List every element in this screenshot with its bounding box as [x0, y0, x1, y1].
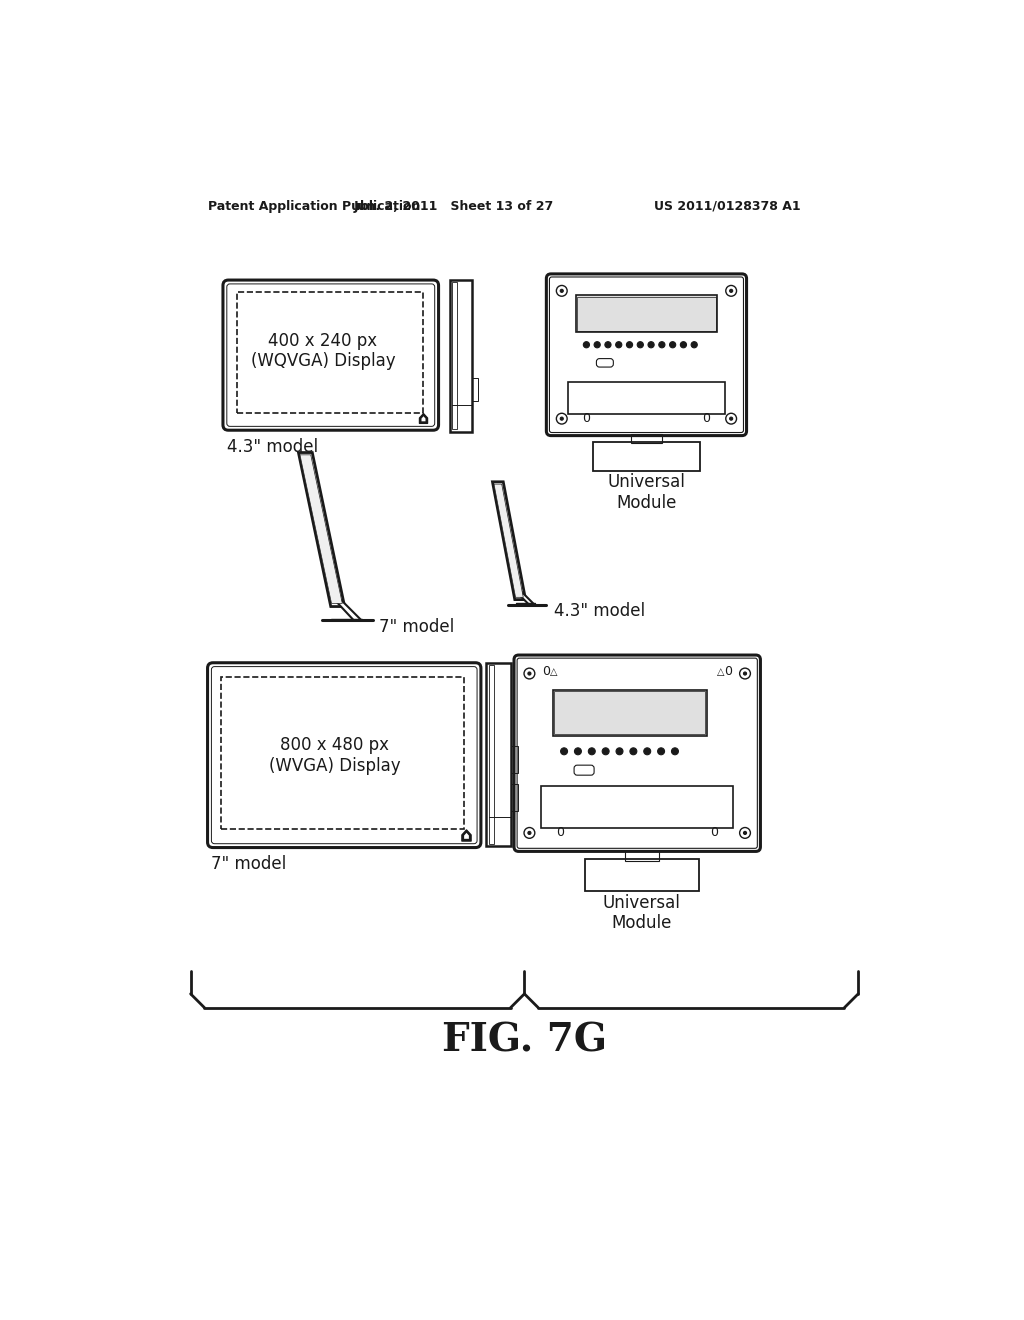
Circle shape	[528, 672, 531, 675]
Bar	[541, 785, 733, 829]
Bar	[451, 280, 472, 432]
Bar	[237, 293, 423, 413]
Circle shape	[528, 832, 531, 834]
Bar	[568, 381, 725, 414]
Circle shape	[560, 417, 563, 420]
Circle shape	[672, 748, 679, 755]
Text: Universal
Module: Universal Module	[607, 473, 685, 512]
Circle shape	[584, 342, 590, 348]
Text: 7" model: 7" model	[211, 855, 287, 874]
Bar	[486, 663, 511, 846]
Text: 0: 0	[724, 665, 732, 678]
Circle shape	[560, 289, 563, 293]
Bar	[453, 282, 457, 429]
Text: 400 x 240 px
(WQVGA) Display: 400 x 240 px (WQVGA) Display	[251, 331, 395, 371]
Circle shape	[630, 748, 637, 755]
Circle shape	[730, 289, 733, 293]
Text: 0: 0	[711, 826, 718, 840]
Text: FIG. 7G: FIG. 7G	[442, 1022, 607, 1059]
Text: 4.3" model: 4.3" model	[554, 602, 645, 620]
Bar	[553, 689, 707, 737]
Circle shape	[691, 342, 697, 348]
Polygon shape	[300, 455, 342, 603]
Bar	[221, 677, 464, 829]
Circle shape	[670, 342, 676, 348]
Text: 7" model: 7" model	[379, 618, 455, 635]
Polygon shape	[298, 453, 345, 607]
Circle shape	[730, 417, 733, 420]
Text: 800 x 480 px
(WVGA) Display: 800 x 480 px (WVGA) Display	[268, 735, 400, 775]
Circle shape	[627, 342, 633, 348]
Circle shape	[658, 342, 665, 348]
Bar	[511, 784, 518, 812]
Text: 4.3" model: 4.3" model	[226, 438, 317, 457]
Bar	[578, 297, 716, 331]
Bar	[625, 850, 658, 861]
Bar	[554, 692, 705, 734]
Polygon shape	[516, 591, 535, 605]
Polygon shape	[493, 482, 525, 599]
Circle shape	[602, 748, 609, 755]
Circle shape	[616, 748, 623, 755]
Circle shape	[574, 748, 582, 755]
Polygon shape	[333, 598, 361, 620]
Text: Universal
Module: Universal Module	[603, 894, 681, 932]
Text: △: △	[550, 667, 558, 677]
Circle shape	[615, 342, 622, 348]
Bar	[575, 296, 717, 333]
Text: US 2011/0128378 A1: US 2011/0128378 A1	[654, 199, 801, 213]
Bar	[631, 434, 662, 444]
Circle shape	[594, 342, 600, 348]
Polygon shape	[494, 484, 523, 598]
Text: 0: 0	[543, 665, 550, 678]
Bar	[593, 442, 700, 471]
Bar	[585, 859, 698, 891]
Bar	[488, 665, 494, 843]
Text: Jun. 2, 2011   Sheet 13 of 27: Jun. 2, 2011 Sheet 13 of 27	[354, 199, 554, 213]
Circle shape	[637, 342, 643, 348]
Circle shape	[680, 342, 686, 348]
Circle shape	[644, 748, 650, 755]
Circle shape	[589, 748, 595, 755]
Text: 0: 0	[583, 412, 591, 425]
Text: 0: 0	[556, 826, 564, 840]
Circle shape	[605, 342, 611, 348]
Text: △: △	[717, 667, 724, 677]
Text: Patent Application Publication: Patent Application Publication	[208, 199, 420, 213]
Circle shape	[648, 342, 654, 348]
Circle shape	[560, 748, 567, 755]
Bar	[472, 378, 478, 401]
Bar	[511, 746, 518, 774]
Circle shape	[657, 748, 665, 755]
Circle shape	[743, 672, 746, 675]
Circle shape	[743, 832, 746, 834]
Text: 0: 0	[702, 412, 711, 425]
